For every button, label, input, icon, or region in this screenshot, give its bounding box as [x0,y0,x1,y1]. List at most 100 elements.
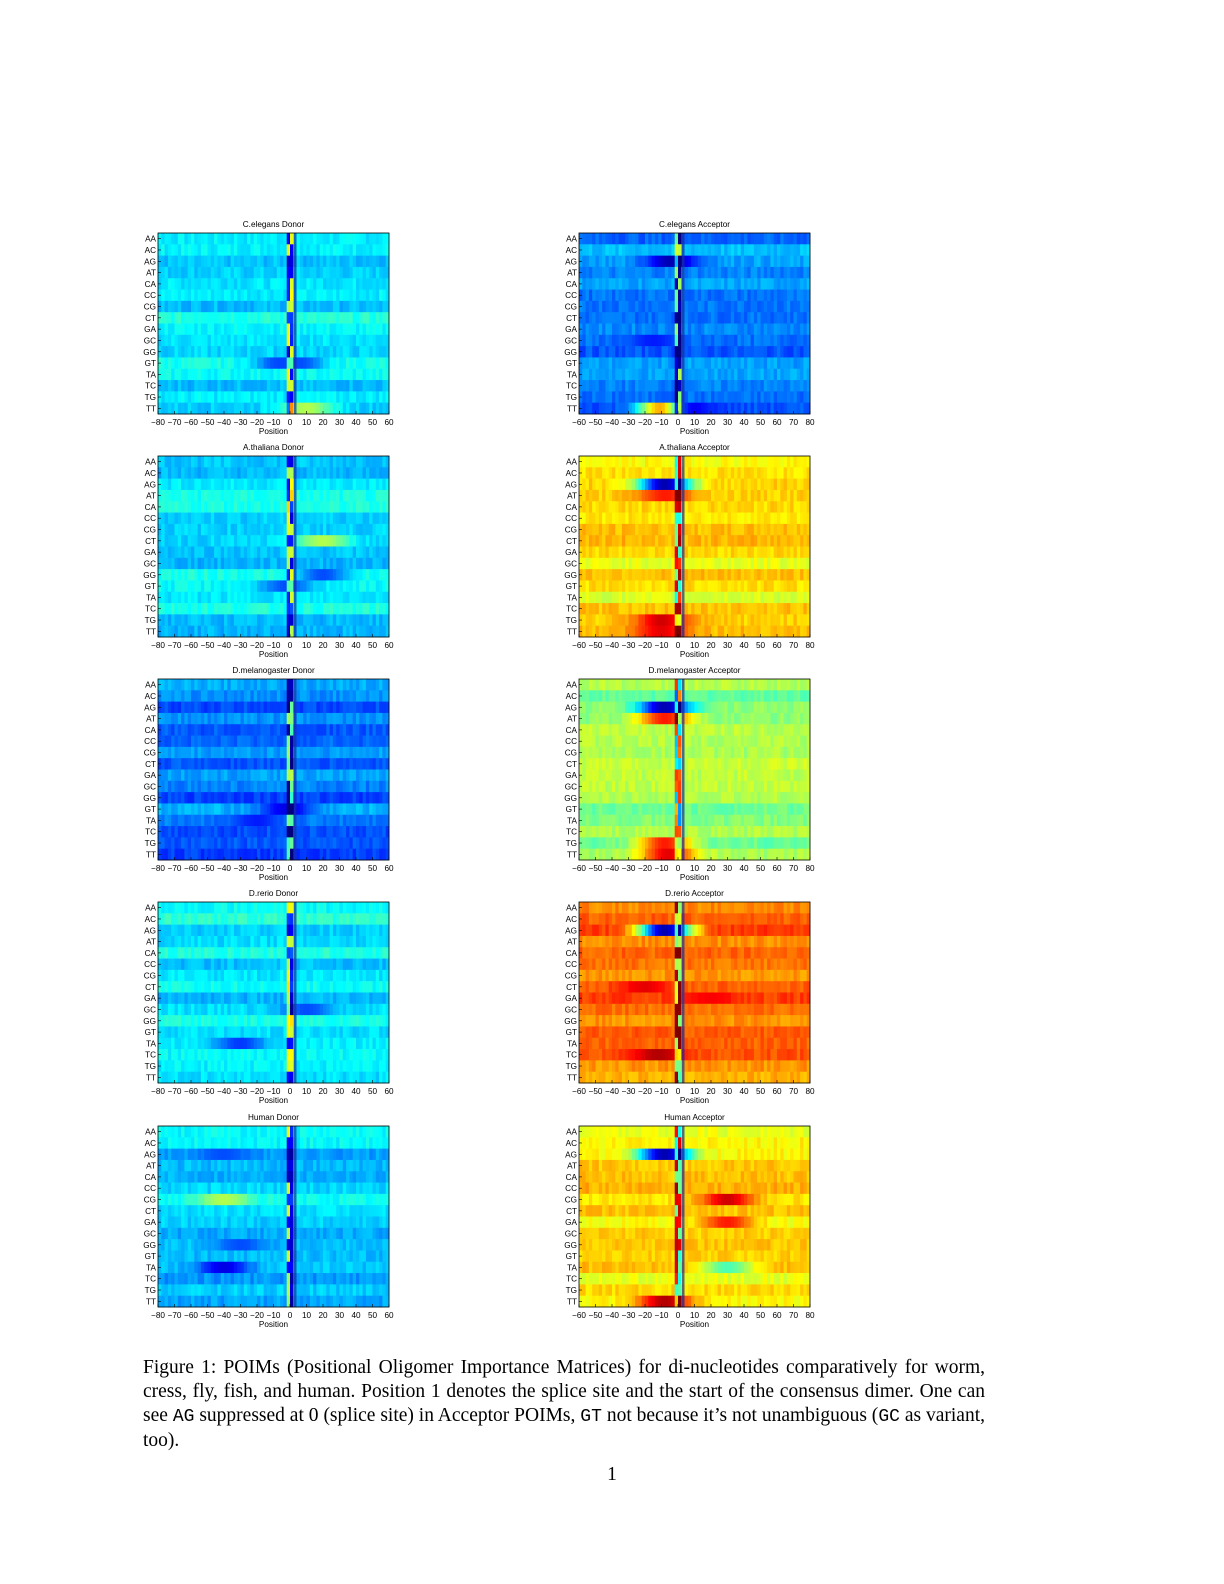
heatmap-cell [694,456,699,468]
heatmap-cell [326,546,330,559]
heatmap-cell [359,278,363,290]
heatmap-cell [654,580,659,593]
heatmap-cell [760,569,765,581]
heatmap-cell [191,467,195,480]
heatmap-cell [744,289,748,302]
heatmap-cell [283,380,288,392]
heatmap-cell [744,323,748,336]
heatmap-cell [770,402,775,415]
heatmap-cell [753,266,758,279]
heatmap-cell [220,712,225,725]
heatmap-cell [171,456,175,468]
heatmap-cell [582,614,586,627]
heatmap-cell [313,569,317,581]
heatmap-cell [737,467,742,480]
heatmap-cell [727,255,732,268]
heatmap-cell [240,690,245,703]
heatmap-cell [582,368,586,381]
heatmap-cell [224,591,228,604]
heatmap-cell [796,546,801,559]
heatmap-cell [618,346,623,358]
heatmap-cell [200,467,205,480]
heatmap-cell [194,255,198,268]
heatmap-cell [678,244,682,257]
heatmap-cell [174,312,179,324]
heatmap-cell [763,535,768,547]
heatmap-cell [220,501,225,513]
heatmap-cell [342,312,347,324]
heatmap-cell [181,569,185,581]
heatmap-cell [365,346,370,358]
heatmap-cell [621,391,626,404]
heatmap-cell [767,368,771,381]
heatmap-cell [332,346,337,358]
heatmap-cell [671,456,676,468]
heatmap-cell [250,569,255,581]
heatmap-cell [257,603,261,615]
heatmap-cell [214,300,218,313]
heatmap-cell [605,255,610,268]
heatmap-cell [585,625,590,638]
heatmap-cell [332,569,337,581]
heatmap-cell [299,456,304,468]
heatmap-cell [730,391,735,404]
heatmap-cell [711,244,715,257]
heatmap-cell [777,391,781,404]
heatmap-cell [697,402,702,415]
heatmap-cell [664,546,669,559]
heatmap-cell [694,546,699,559]
heatmap-cell [316,402,321,415]
heatmap-cell [227,690,231,703]
heatmap-cell [678,278,682,290]
heatmap-cell [714,334,718,347]
heatmap-cell [352,501,357,513]
heatmap-cell [204,266,208,279]
heatmap-cell [197,535,202,547]
heatmap-cell [602,244,606,257]
heatmap-cell [283,591,288,604]
heatmap-cell [631,380,636,392]
heatmap-cell [332,368,337,381]
heatmap-cell [349,690,354,703]
heatmap-cell [793,546,798,559]
heatmap-cell [648,512,652,525]
heatmap-cell [296,233,301,245]
heatmap-cell [266,467,271,480]
heatmap-cell [661,323,666,336]
heatmap-cell [588,535,593,547]
heatmap-cell [379,334,383,347]
heatmap-cell [237,312,241,324]
heatmap-cell [671,244,676,257]
heatmap-cell [691,312,695,324]
heatmap-cell [375,334,380,347]
heatmap-cell [744,380,748,392]
heatmap-cell [750,233,755,245]
heatmap-cell [359,380,363,392]
heatmap-cell [204,489,208,502]
heatmap-cell [224,323,228,336]
heatmap-cell [349,300,354,313]
heatmap-cell [240,467,245,480]
heatmap-cell [329,300,334,313]
heatmap-cell [806,467,811,480]
heatmap-cell [217,255,222,268]
heatmap-cell [671,402,676,415]
heatmap-cell [263,323,268,336]
heatmap-cell [714,346,718,358]
heatmap-cell [326,289,330,302]
heatmap-cell [200,679,205,691]
heatmap-cell [602,625,606,638]
heatmap-cell [704,346,709,358]
heatmap-cell [329,690,334,703]
heatmap-cell [641,255,646,268]
heatmap-cell [737,489,742,502]
heatmap-cell [385,323,390,336]
heatmap-cell [717,501,722,513]
heatmap-cell [704,456,709,468]
row-label: AA [566,235,577,244]
heatmap-cell [668,255,672,268]
heatmap-cell [694,300,699,313]
heatmap-cell [671,591,676,604]
heatmap-cell [658,467,662,480]
heatmap-cell [356,535,360,547]
